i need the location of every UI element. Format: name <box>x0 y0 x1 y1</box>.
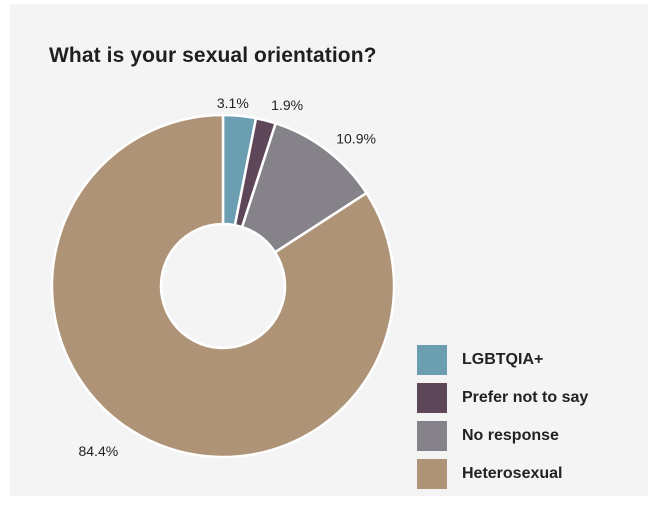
chart-legend: LGBTQIA+ Prefer not to say No response H… <box>417 345 588 497</box>
legend-label-prefer-not-to-say: Prefer not to say <box>462 389 589 406</box>
legend-item-heterosexual: Heterosexual <box>417 459 588 489</box>
slice-heterosexual <box>50 113 396 459</box>
slice-label-lgbtqia: 3.1% <box>217 95 249 111</box>
legend-item-prefer-not-to-say: Prefer not to say <box>417 383 588 413</box>
legend-item-no-response: No response <box>417 421 588 451</box>
slice-label-heterosexual: 84.4% <box>78 443 118 459</box>
legend-swatch-lgbtqia <box>417 345 447 375</box>
legend-label-no-response: No response <box>462 427 559 444</box>
slice-label-prefer-not-to-say: 1.9% <box>271 97 303 113</box>
legend-swatch-prefer-not-to-say <box>417 383 447 413</box>
legend-swatch-no-response <box>417 421 447 451</box>
slice-label-no-response: 10.9% <box>336 130 376 146</box>
legend-label-heterosexual: Heterosexual <box>462 465 563 482</box>
legend-item-lgbtqia: LGBTQIA+ <box>417 345 588 375</box>
legend-swatch-heterosexual <box>417 459 447 489</box>
legend-label-lgbtqia: LGBTQIA+ <box>462 351 544 368</box>
chart-title: What is your sexual orientation? <box>49 44 377 67</box>
